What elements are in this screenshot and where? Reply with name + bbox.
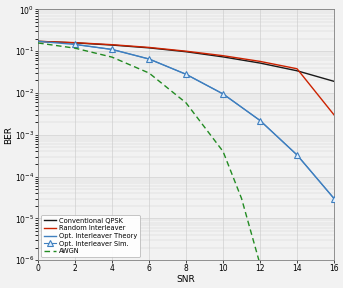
Conventional QPSK bbox=[332, 79, 336, 83]
AWGN bbox=[184, 101, 188, 105]
Opt. Interleaver Sim. bbox=[295, 153, 299, 157]
Legend: Conventional QPSK, Random Interleaver, Opt. Interleaver Theory, Opt. Interleaver: Conventional QPSK, Random Interleaver, O… bbox=[42, 215, 140, 257]
Random Interleaver bbox=[184, 50, 188, 53]
Random Interleaver bbox=[258, 60, 262, 63]
Line: Conventional QPSK: Conventional QPSK bbox=[38, 41, 334, 81]
AWGN bbox=[110, 55, 114, 59]
Opt. Interleaver Sim. bbox=[147, 57, 151, 61]
Opt. Interleaver Sim. bbox=[110, 48, 114, 51]
Opt. Interleaver Theory bbox=[147, 57, 151, 61]
Random Interleaver bbox=[332, 113, 336, 117]
Random Interleaver bbox=[221, 54, 225, 57]
Opt. Interleaver Theory bbox=[258, 119, 262, 122]
Opt. Interleaver Theory bbox=[36, 40, 40, 43]
Conventional QPSK bbox=[147, 46, 151, 50]
Opt. Interleaver Theory bbox=[73, 43, 77, 46]
Opt. Interleaver Theory bbox=[295, 153, 299, 157]
Conventional QPSK bbox=[73, 41, 77, 45]
Line: Opt. Interleaver Theory: Opt. Interleaver Theory bbox=[38, 41, 334, 198]
Opt. Interleaver Theory bbox=[332, 197, 336, 200]
X-axis label: SNR: SNR bbox=[177, 275, 196, 284]
Opt. Interleaver Sim. bbox=[332, 197, 336, 200]
Opt. Interleaver Theory bbox=[221, 92, 225, 96]
AWGN bbox=[36, 41, 40, 45]
Random Interleaver bbox=[73, 41, 77, 44]
AWGN bbox=[221, 150, 225, 153]
AWGN bbox=[73, 46, 77, 50]
Y-axis label: BER: BER bbox=[4, 126, 13, 144]
Opt. Interleaver Sim. bbox=[73, 43, 77, 46]
Conventional QPSK bbox=[184, 50, 188, 54]
AWGN bbox=[258, 263, 262, 266]
Line: Opt. Interleaver Sim.: Opt. Interleaver Sim. bbox=[72, 42, 337, 201]
Line: Random Interleaver: Random Interleaver bbox=[38, 41, 334, 115]
Conventional QPSK bbox=[36, 40, 40, 43]
Opt. Interleaver Theory bbox=[184, 73, 188, 76]
Opt. Interleaver Sim. bbox=[184, 73, 188, 76]
Random Interleaver bbox=[110, 43, 114, 46]
Random Interleaver bbox=[295, 67, 299, 71]
AWGN bbox=[147, 71, 151, 75]
Conventional QPSK bbox=[221, 55, 225, 59]
Conventional QPSK bbox=[258, 61, 262, 65]
Opt. Interleaver Sim. bbox=[221, 92, 225, 96]
Random Interleaver bbox=[36, 40, 40, 43]
Line: AWGN: AWGN bbox=[38, 43, 279, 288]
Opt. Interleaver Theory bbox=[110, 48, 114, 51]
Opt. Interleaver Sim. bbox=[258, 119, 262, 122]
AWGN bbox=[239, 197, 244, 200]
Conventional QPSK bbox=[295, 69, 299, 73]
Conventional QPSK bbox=[110, 43, 114, 47]
Random Interleaver bbox=[147, 46, 151, 49]
